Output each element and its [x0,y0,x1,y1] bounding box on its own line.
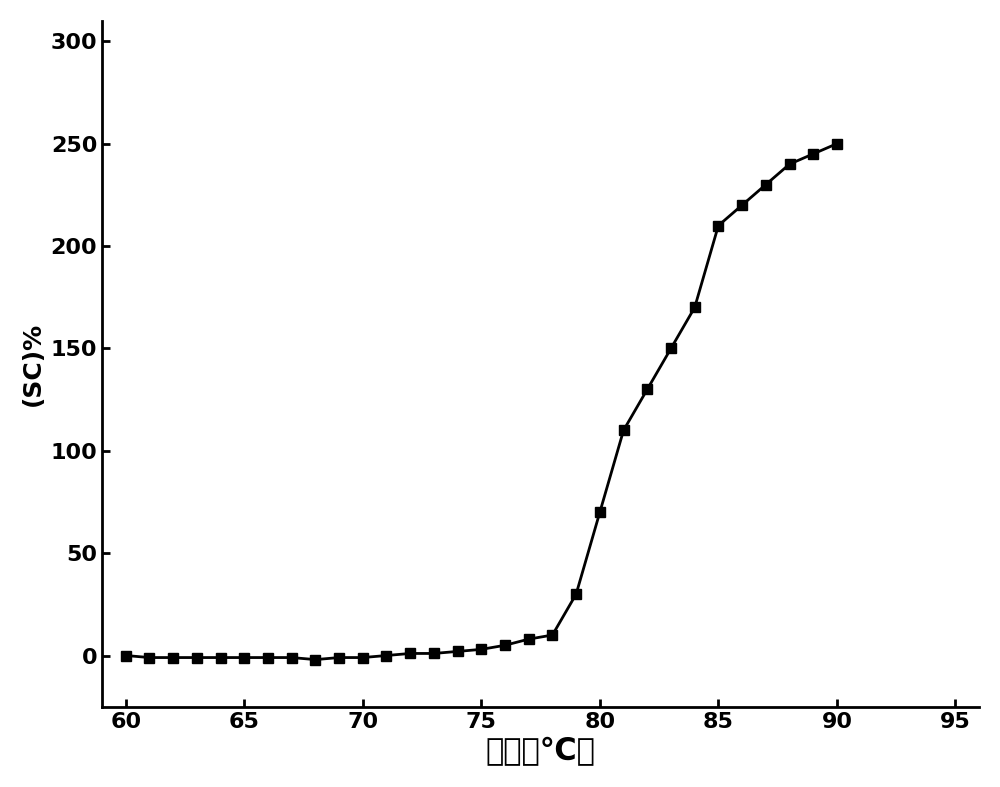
X-axis label: 温度（℃）: 温度（℃） [486,737,596,767]
Y-axis label: (SC)%: (SC)% [21,322,45,406]
